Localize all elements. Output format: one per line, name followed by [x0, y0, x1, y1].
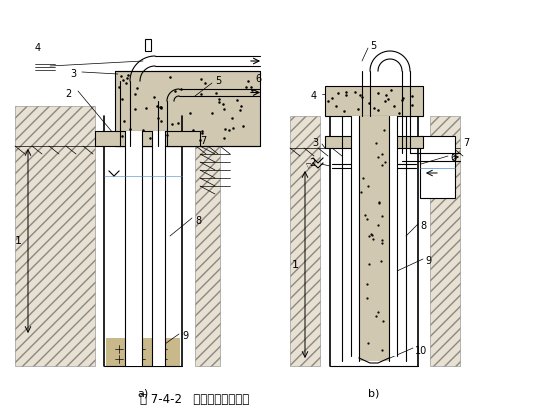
Text: 10: 10 — [415, 346, 427, 356]
Text: a): a) — [137, 389, 148, 399]
Polygon shape — [430, 116, 460, 366]
Bar — [106, 338, 180, 366]
Text: 图 7-4-2   吸泥机清孔示意图: 图 7-4-2 吸泥机清孔示意图 — [141, 393, 250, 406]
Text: 9: 9 — [425, 256, 431, 266]
Bar — [152, 131, 165, 366]
Bar — [420, 136, 455, 198]
Bar — [330, 116, 418, 366]
Bar — [351, 116, 397, 356]
Bar — [104, 116, 182, 366]
Bar — [342, 116, 406, 361]
Text: 3: 3 — [312, 138, 318, 148]
Text: 8: 8 — [420, 221, 426, 231]
Bar — [95, 131, 200, 146]
Text: 2: 2 — [309, 158, 315, 168]
Bar — [359, 116, 389, 361]
Text: 4: 4 — [311, 91, 317, 101]
Text: 9: 9 — [182, 331, 188, 341]
Bar — [125, 131, 142, 366]
Text: 6: 6 — [255, 74, 261, 84]
Bar — [145, 39, 151, 51]
Bar — [115, 71, 260, 146]
Text: 1: 1 — [15, 236, 21, 246]
Text: 1: 1 — [292, 260, 298, 270]
Polygon shape — [195, 106, 220, 366]
Text: 8: 8 — [195, 216, 201, 226]
Bar — [325, 86, 423, 116]
Text: ▽: ▽ — [306, 163, 312, 169]
Text: 3: 3 — [70, 69, 76, 79]
Bar — [325, 136, 423, 148]
Text: 6: 6 — [450, 153, 456, 163]
Polygon shape — [290, 116, 320, 366]
Text: 4: 4 — [35, 43, 41, 53]
Text: b): b) — [368, 389, 380, 399]
Text: 5: 5 — [215, 76, 221, 86]
Text: 7: 7 — [463, 138, 469, 148]
Text: 5: 5 — [370, 41, 376, 51]
Polygon shape — [15, 106, 95, 366]
Text: 2: 2 — [65, 89, 71, 99]
Text: 7: 7 — [200, 136, 206, 146]
